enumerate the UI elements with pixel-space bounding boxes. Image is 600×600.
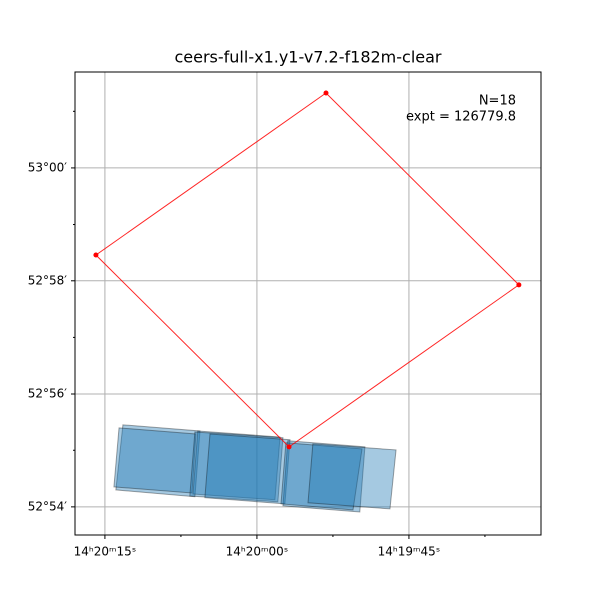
footprint <box>115 424 201 498</box>
plot-frame <box>74 71 542 536</box>
annotation: expt = 126779.8 <box>406 110 516 125</box>
y-tick-label: 52°56′ <box>28 386 68 400</box>
y-tick-label: 52°58′ <box>28 273 68 287</box>
x-tick-label: 14ʰ19ᵐ45ˢ <box>378 545 441 559</box>
x-tick-label: 14ʰ20ᵐ15ˢ <box>74 545 137 559</box>
footprint <box>189 431 284 503</box>
x-tick-label: 14ʰ20ᵐ00ˢ <box>226 545 289 559</box>
footprint <box>113 427 197 494</box>
annotation: N=18 <box>479 94 516 109</box>
vertex-marker <box>323 90 329 96</box>
vertex-marker <box>286 444 292 450</box>
footprint <box>280 442 363 511</box>
vertex-marker <box>93 252 99 258</box>
y-tick-label: 53°00′ <box>28 160 68 174</box>
footprint <box>307 443 397 510</box>
footprint <box>282 440 366 513</box>
y-tick-label: 52°54′ <box>28 499 68 513</box>
footprint <box>192 430 281 501</box>
footprint <box>204 433 291 505</box>
chart-title: ceers-full-x1.y1-v7.2-f182m-clear <box>174 48 441 67</box>
vertex-marker <box>516 282 522 288</box>
